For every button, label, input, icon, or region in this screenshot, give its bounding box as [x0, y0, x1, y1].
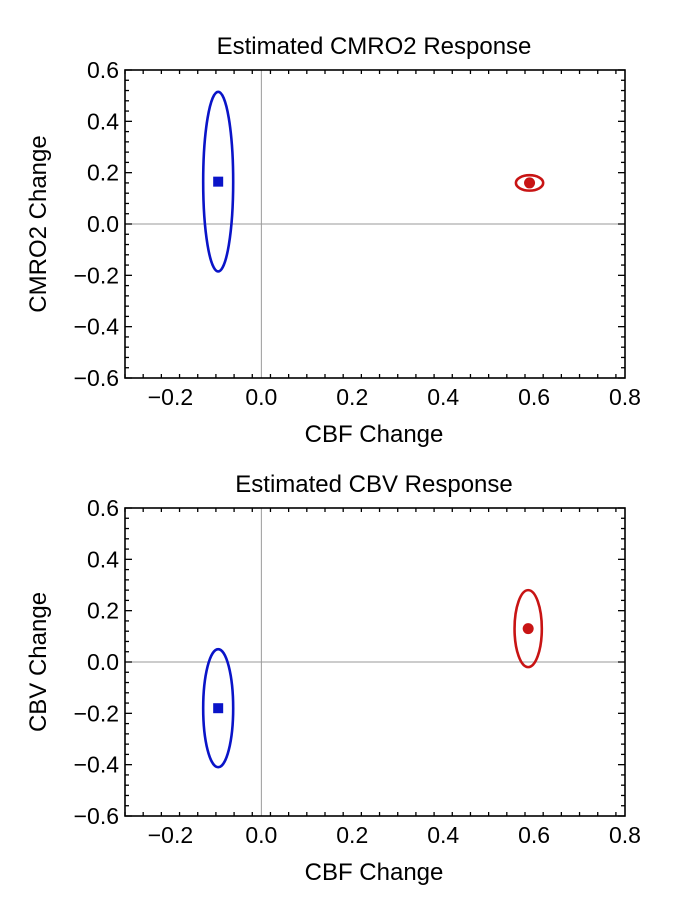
y-tick-label: 0.6 [87, 57, 119, 83]
data-point-circle [524, 177, 536, 189]
plot-frame [124, 69, 626, 379]
x-tick-label: 0.8 [609, 822, 641, 848]
x-tick-label: −0.2 [148, 822, 193, 848]
y-axis-label: CMRO2 Change [25, 135, 52, 312]
x-tick-label: 0.4 [427, 384, 459, 410]
x-tick-label: 0.0 [245, 822, 277, 848]
x-tick-label: 0.0 [245, 384, 277, 410]
x-tick-label: 0.6 [518, 384, 550, 410]
x-tick-label: −0.2 [148, 384, 193, 410]
data-point-square [213, 176, 224, 187]
data-marks [201, 90, 545, 273]
x-tick-label: 0.6 [518, 822, 550, 848]
confidence-ellipse [513, 588, 544, 669]
y-tick-label: −0.6 [74, 365, 119, 391]
y-axis-label: CBV Change [25, 592, 52, 732]
x-tick-label: 0.8 [609, 384, 641, 410]
y-tick-label: 0.0 [87, 211, 119, 237]
cmro2-panel: Estimated CMRO2 Response −0.2 0.0 0.2 0.4 0.… [25, 33, 641, 448]
data-point-square [213, 703, 224, 714]
y-tick-label: −0.2 [74, 262, 119, 288]
chart-title: Estimated CMRO2 Response [217, 33, 532, 60]
tick-labels: −0.2 0.0 0.2 0.4 0.6 0.8 −0.6 −0.4 −0.2 0.0 0.2 0.4… [74, 495, 641, 848]
confidence-ellipse [201, 90, 235, 273]
tick-labels: −0.2 0.0 0.2 0.4 0.6 0.8 −0.6 −0.4 −0.2 0.0 0.2 0.4… [74, 57, 641, 410]
y-tick-label: 0.4 [87, 546, 119, 572]
y-tick-label: 0.6 [87, 495, 119, 521]
y-tick-label: 0.2 [87, 160, 119, 186]
cbv-panel: Estimated CBV Response −0.2 0.0 0.2 0.4 0.6 0… [25, 471, 641, 886]
data-point-circle [522, 623, 534, 635]
x-tick-label: 0.4 [427, 822, 459, 848]
chart-title: Estimated CBV Response [235, 471, 512, 498]
confidence-ellipse [514, 173, 545, 192]
x-axis-label: CBF Change [305, 859, 444, 886]
y-tick-label: 0.0 [87, 649, 119, 675]
tick-marks [124, 507, 625, 817]
data-marks [201, 588, 544, 769]
y-tick-label: −0.6 [74, 803, 119, 829]
y-tick-label: −0.4 [74, 752, 120, 778]
x-axis-label: CBF Change [305, 421, 444, 448]
x-tick-label: 0.2 [336, 384, 368, 410]
confidence-ellipse [201, 647, 235, 769]
y-tick-label: −0.2 [74, 700, 119, 726]
y-tick-label: 0.2 [87, 598, 119, 624]
x-tick-label: 0.2 [336, 822, 368, 848]
y-tick-label: 0.4 [87, 108, 119, 134]
y-tick-label: −0.4 [74, 314, 120, 340]
plot-frame [124, 507, 626, 817]
